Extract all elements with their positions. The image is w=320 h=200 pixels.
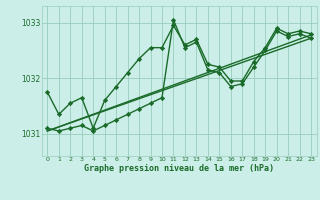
X-axis label: Graphe pression niveau de la mer (hPa): Graphe pression niveau de la mer (hPa) [84, 164, 274, 173]
